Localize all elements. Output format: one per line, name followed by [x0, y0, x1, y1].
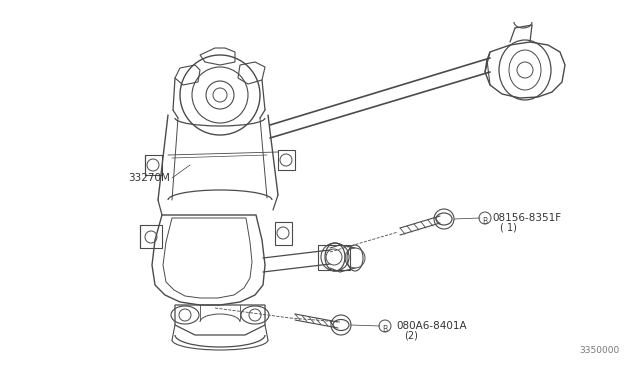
Text: ( 1): ( 1): [500, 223, 517, 233]
Text: B: B: [483, 218, 488, 227]
Text: B: B: [383, 326, 388, 334]
Text: 3350000: 3350000: [580, 346, 620, 355]
Text: 080A6-8401A: 080A6-8401A: [396, 321, 467, 331]
Text: 08156-8351F: 08156-8351F: [492, 213, 561, 223]
Text: 33270M: 33270M: [128, 173, 170, 183]
Text: (2): (2): [404, 331, 418, 341]
